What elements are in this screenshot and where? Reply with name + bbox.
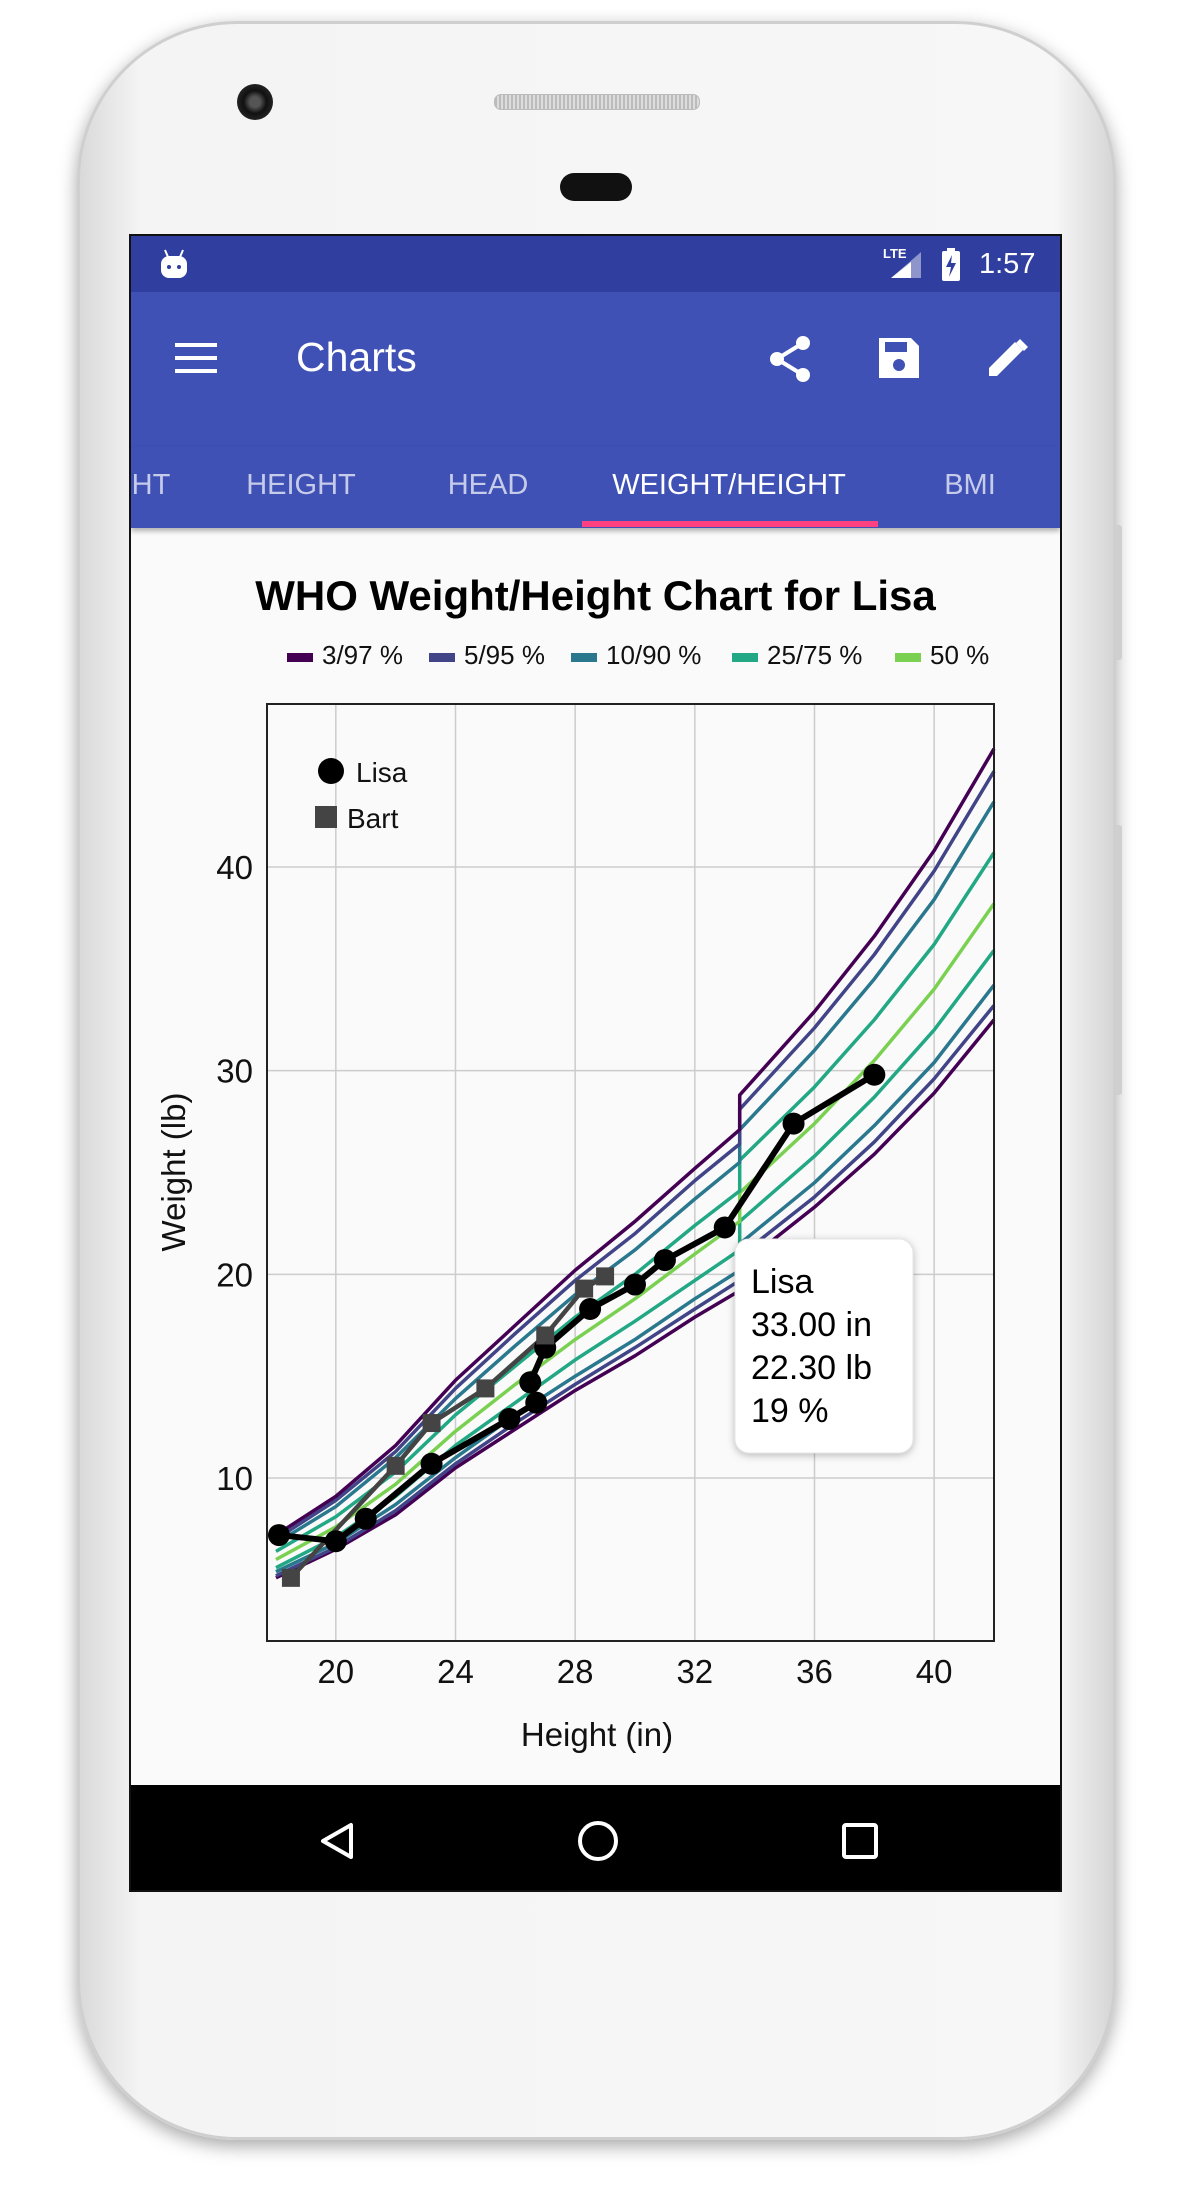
android-notification-icon xyxy=(161,249,187,278)
data-point-lisa[interactable] xyxy=(579,1297,602,1320)
tooltip-height: 33.00 in xyxy=(751,1306,872,1344)
y-tick-label: 20 xyxy=(216,1256,253,1293)
network-type-label: LTE xyxy=(883,246,907,261)
data-point-lisa[interactable] xyxy=(354,1507,377,1530)
data-point-lisa[interactable] xyxy=(525,1391,548,1414)
legend-marker-bart xyxy=(315,806,337,828)
status-bar: LTE 1:57 xyxy=(131,236,1060,292)
earpiece-speaker xyxy=(494,94,700,110)
signal-icon xyxy=(891,252,921,278)
legend-label: 10/90 % xyxy=(606,640,702,670)
legend-marker-lisa xyxy=(318,758,344,784)
tab-bmi[interactable]: BMI xyxy=(944,469,996,501)
power-button xyxy=(1114,525,1122,660)
tab-weight-height[interactable]: WEIGHT/HEIGHT xyxy=(612,469,846,501)
legend-swatch xyxy=(732,652,758,662)
chart-title: WHO Weight/Height Chart for Lisa xyxy=(255,572,936,619)
percentile-curve-95 xyxy=(275,770,996,1541)
x-tick-label: 24 xyxy=(437,1653,474,1690)
legend-label-bart: Bart xyxy=(347,803,399,834)
legend-swatch xyxy=(287,652,313,662)
percentile-curve-90 xyxy=(275,800,996,1545)
y-tick-label: 30 xyxy=(216,1053,253,1090)
legend-item-25-75: 25/75 % xyxy=(732,640,862,671)
tab-bar: HT HEIGHT HEAD WEIGHT/HEIGHT BMI xyxy=(131,447,1060,528)
legend-label-lisa: Lisa xyxy=(356,757,408,788)
data-point-bart[interactable] xyxy=(281,1568,300,1587)
percentile-curve-10 xyxy=(275,984,996,1574)
data-point-lisa[interactable] xyxy=(782,1112,805,1135)
back-icon[interactable] xyxy=(317,1821,357,1861)
battery-charging-icon xyxy=(942,248,960,281)
home-icon[interactable] xyxy=(576,1819,620,1863)
legend-label: 50 % xyxy=(930,640,990,670)
y-tick-label: 10 xyxy=(216,1460,253,1497)
percentile-curve-3 xyxy=(275,1018,996,1580)
status-time: 1:57 xyxy=(979,248,1036,280)
proximity-sensor xyxy=(560,173,632,201)
series-line-lisa xyxy=(278,1072,876,1545)
legend-label: 25/75 % xyxy=(767,640,863,670)
tab-head[interactable]: HEAD xyxy=(447,469,529,501)
tooltip-weight: 22.30 lb xyxy=(751,1349,872,1387)
data-point-lisa[interactable] xyxy=(420,1452,443,1475)
tooltip-percentile: 19 % xyxy=(751,1392,829,1430)
x-tick-label: 40 xyxy=(916,1653,953,1690)
legend-item-10-90: 10/90 % xyxy=(571,640,701,671)
x-axis-label: Height (in) xyxy=(521,1716,673,1753)
tooltip-name: Lisa xyxy=(751,1263,813,1301)
x-tick-label: 20 xyxy=(317,1653,354,1690)
share-icon[interactable] xyxy=(767,334,813,384)
phone-screen: LTE 1:57 Charts HT HEIGHT HEAD WEIGHT/HE… xyxy=(129,234,1062,1892)
data-point-bart[interactable] xyxy=(476,1379,495,1398)
tooltip-box xyxy=(734,1238,914,1454)
app-bar: Charts xyxy=(131,292,1060,447)
volume-button xyxy=(1114,825,1122,1095)
percentile-curve-5 xyxy=(275,1004,996,1578)
legend-swatch xyxy=(571,652,597,662)
x-tick-label: 28 xyxy=(557,1653,594,1690)
percentile-curve-97 xyxy=(275,747,996,1537)
tab-height[interactable]: HEIGHT xyxy=(246,469,356,501)
data-point-bart[interactable] xyxy=(575,1279,594,1298)
data-point-lisa[interactable] xyxy=(863,1063,886,1086)
data-tooltip: Lisa 33.00 in 22.30 lb 19 % xyxy=(734,1238,914,1454)
growth-chart[interactable]: 20 24 28 32 36 40 10 20 30 40 Height (in) Weight … xyxy=(131,236,1062,1785)
data-point-lisa[interactable] xyxy=(623,1273,646,1296)
legend-item-5-95: 5/95 % xyxy=(429,640,545,671)
data-point-lisa[interactable] xyxy=(267,1524,290,1547)
legend-item-50: 50 % xyxy=(895,640,989,671)
legend-swatch xyxy=(895,652,921,662)
data-point-bart[interactable] xyxy=(536,1326,555,1345)
series-legend: Lisa Bart xyxy=(315,757,408,834)
legend-swatch xyxy=(429,652,455,662)
data-point-bart[interactable] xyxy=(596,1267,615,1286)
recents-icon[interactable] xyxy=(840,1821,880,1861)
data-point-lisa[interactable] xyxy=(519,1371,542,1394)
tab-weight-partial[interactable]: HT xyxy=(131,469,171,501)
plot-frame xyxy=(266,703,995,1642)
y-axis-label: Weight (lb) xyxy=(155,1093,192,1252)
edit-icon[interactable] xyxy=(985,336,1029,380)
legend-label: 3/97 % xyxy=(322,640,403,670)
navigation-bar xyxy=(131,1785,1060,1890)
save-icon[interactable] xyxy=(877,336,921,380)
y-tick-label: 40 xyxy=(216,849,253,886)
app-bar-title: Charts xyxy=(296,334,417,380)
x-tick-label: 36 xyxy=(796,1653,833,1690)
data-point-bart[interactable] xyxy=(422,1414,441,1433)
data-point-lisa[interactable] xyxy=(713,1216,736,1239)
legend-label: 5/95 % xyxy=(464,640,545,670)
tab-indicator xyxy=(582,521,878,527)
data-point-lisa[interactable] xyxy=(498,1407,521,1430)
data-point-bart[interactable] xyxy=(386,1456,405,1475)
data-point-lisa[interactable] xyxy=(324,1530,347,1553)
legend-item-3-97: 3/97 % xyxy=(287,640,403,671)
front-camera xyxy=(237,84,273,120)
data-point-lisa[interactable] xyxy=(653,1249,676,1272)
menu-icon[interactable] xyxy=(173,340,219,376)
x-tick-label: 32 xyxy=(676,1653,713,1690)
